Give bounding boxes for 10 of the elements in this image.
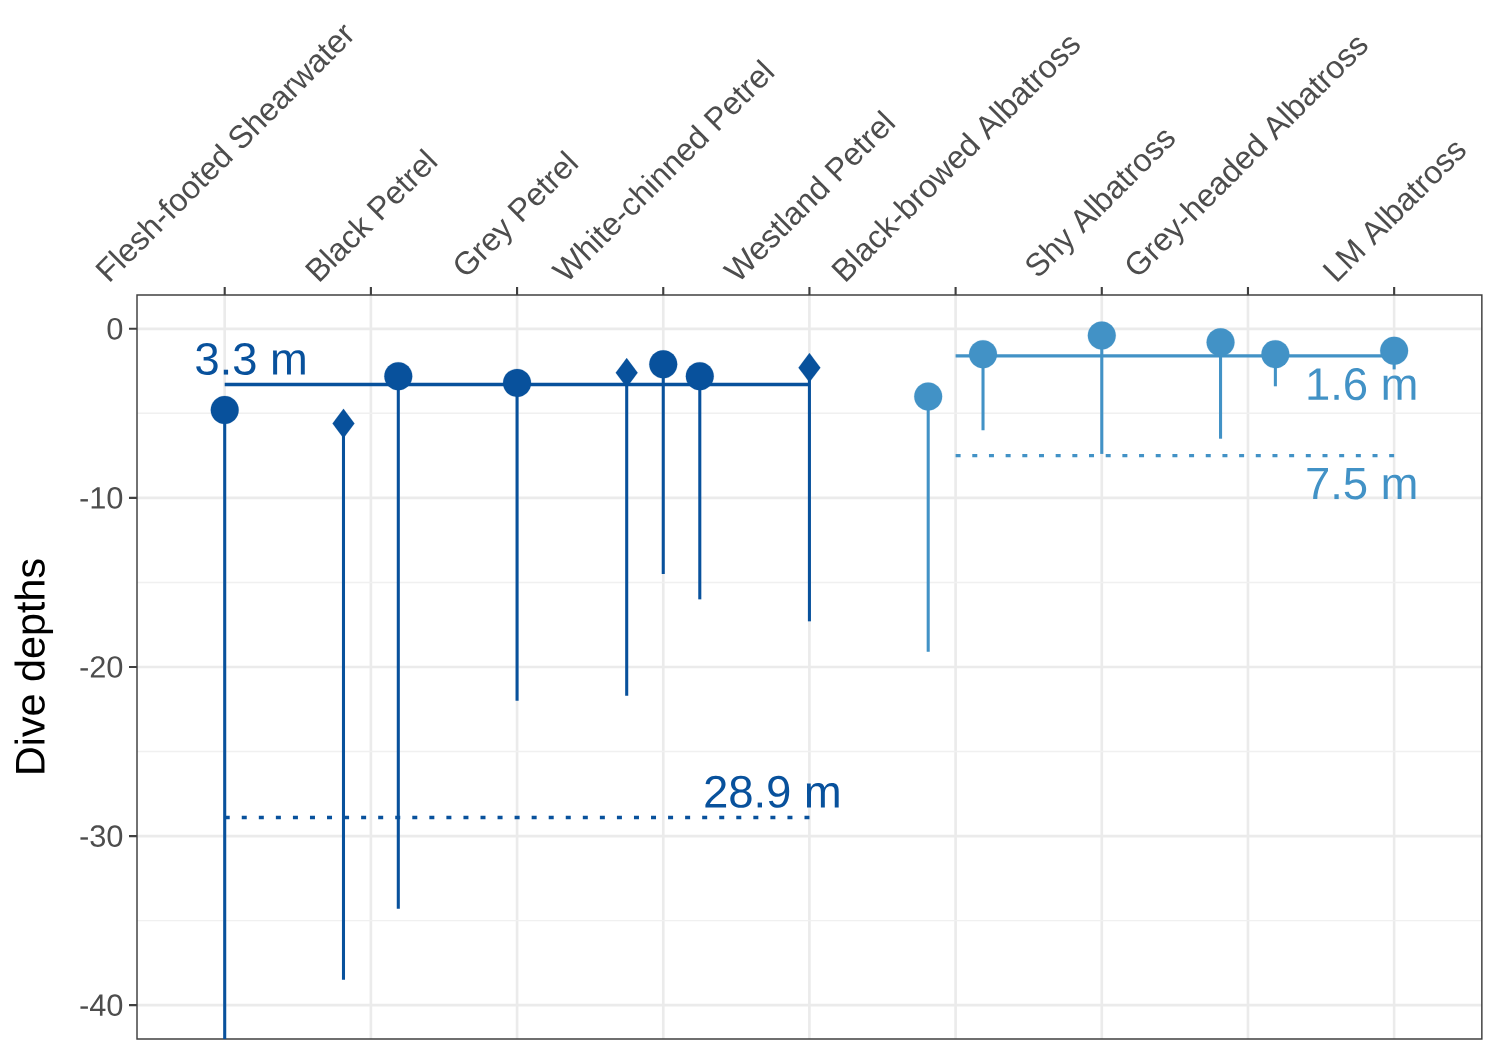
legend-label: 1.6 m (1308, 368, 1416, 401)
series-label: 7.5 m (1307, 467, 1416, 500)
y-tick-label: -20 (80, 656, 123, 678)
y-axis-title: Dive depths (14, 559, 54, 773)
series-label: 3.3 m (196, 342, 305, 375)
y-tick-label: -30 (80, 825, 123, 847)
y-tick-label: -40 (80, 994, 123, 1017)
series-label: 28.9 m (705, 775, 839, 808)
y-tick-label: 0 (107, 317, 123, 340)
y-tick-label: -10 (80, 487, 123, 509)
